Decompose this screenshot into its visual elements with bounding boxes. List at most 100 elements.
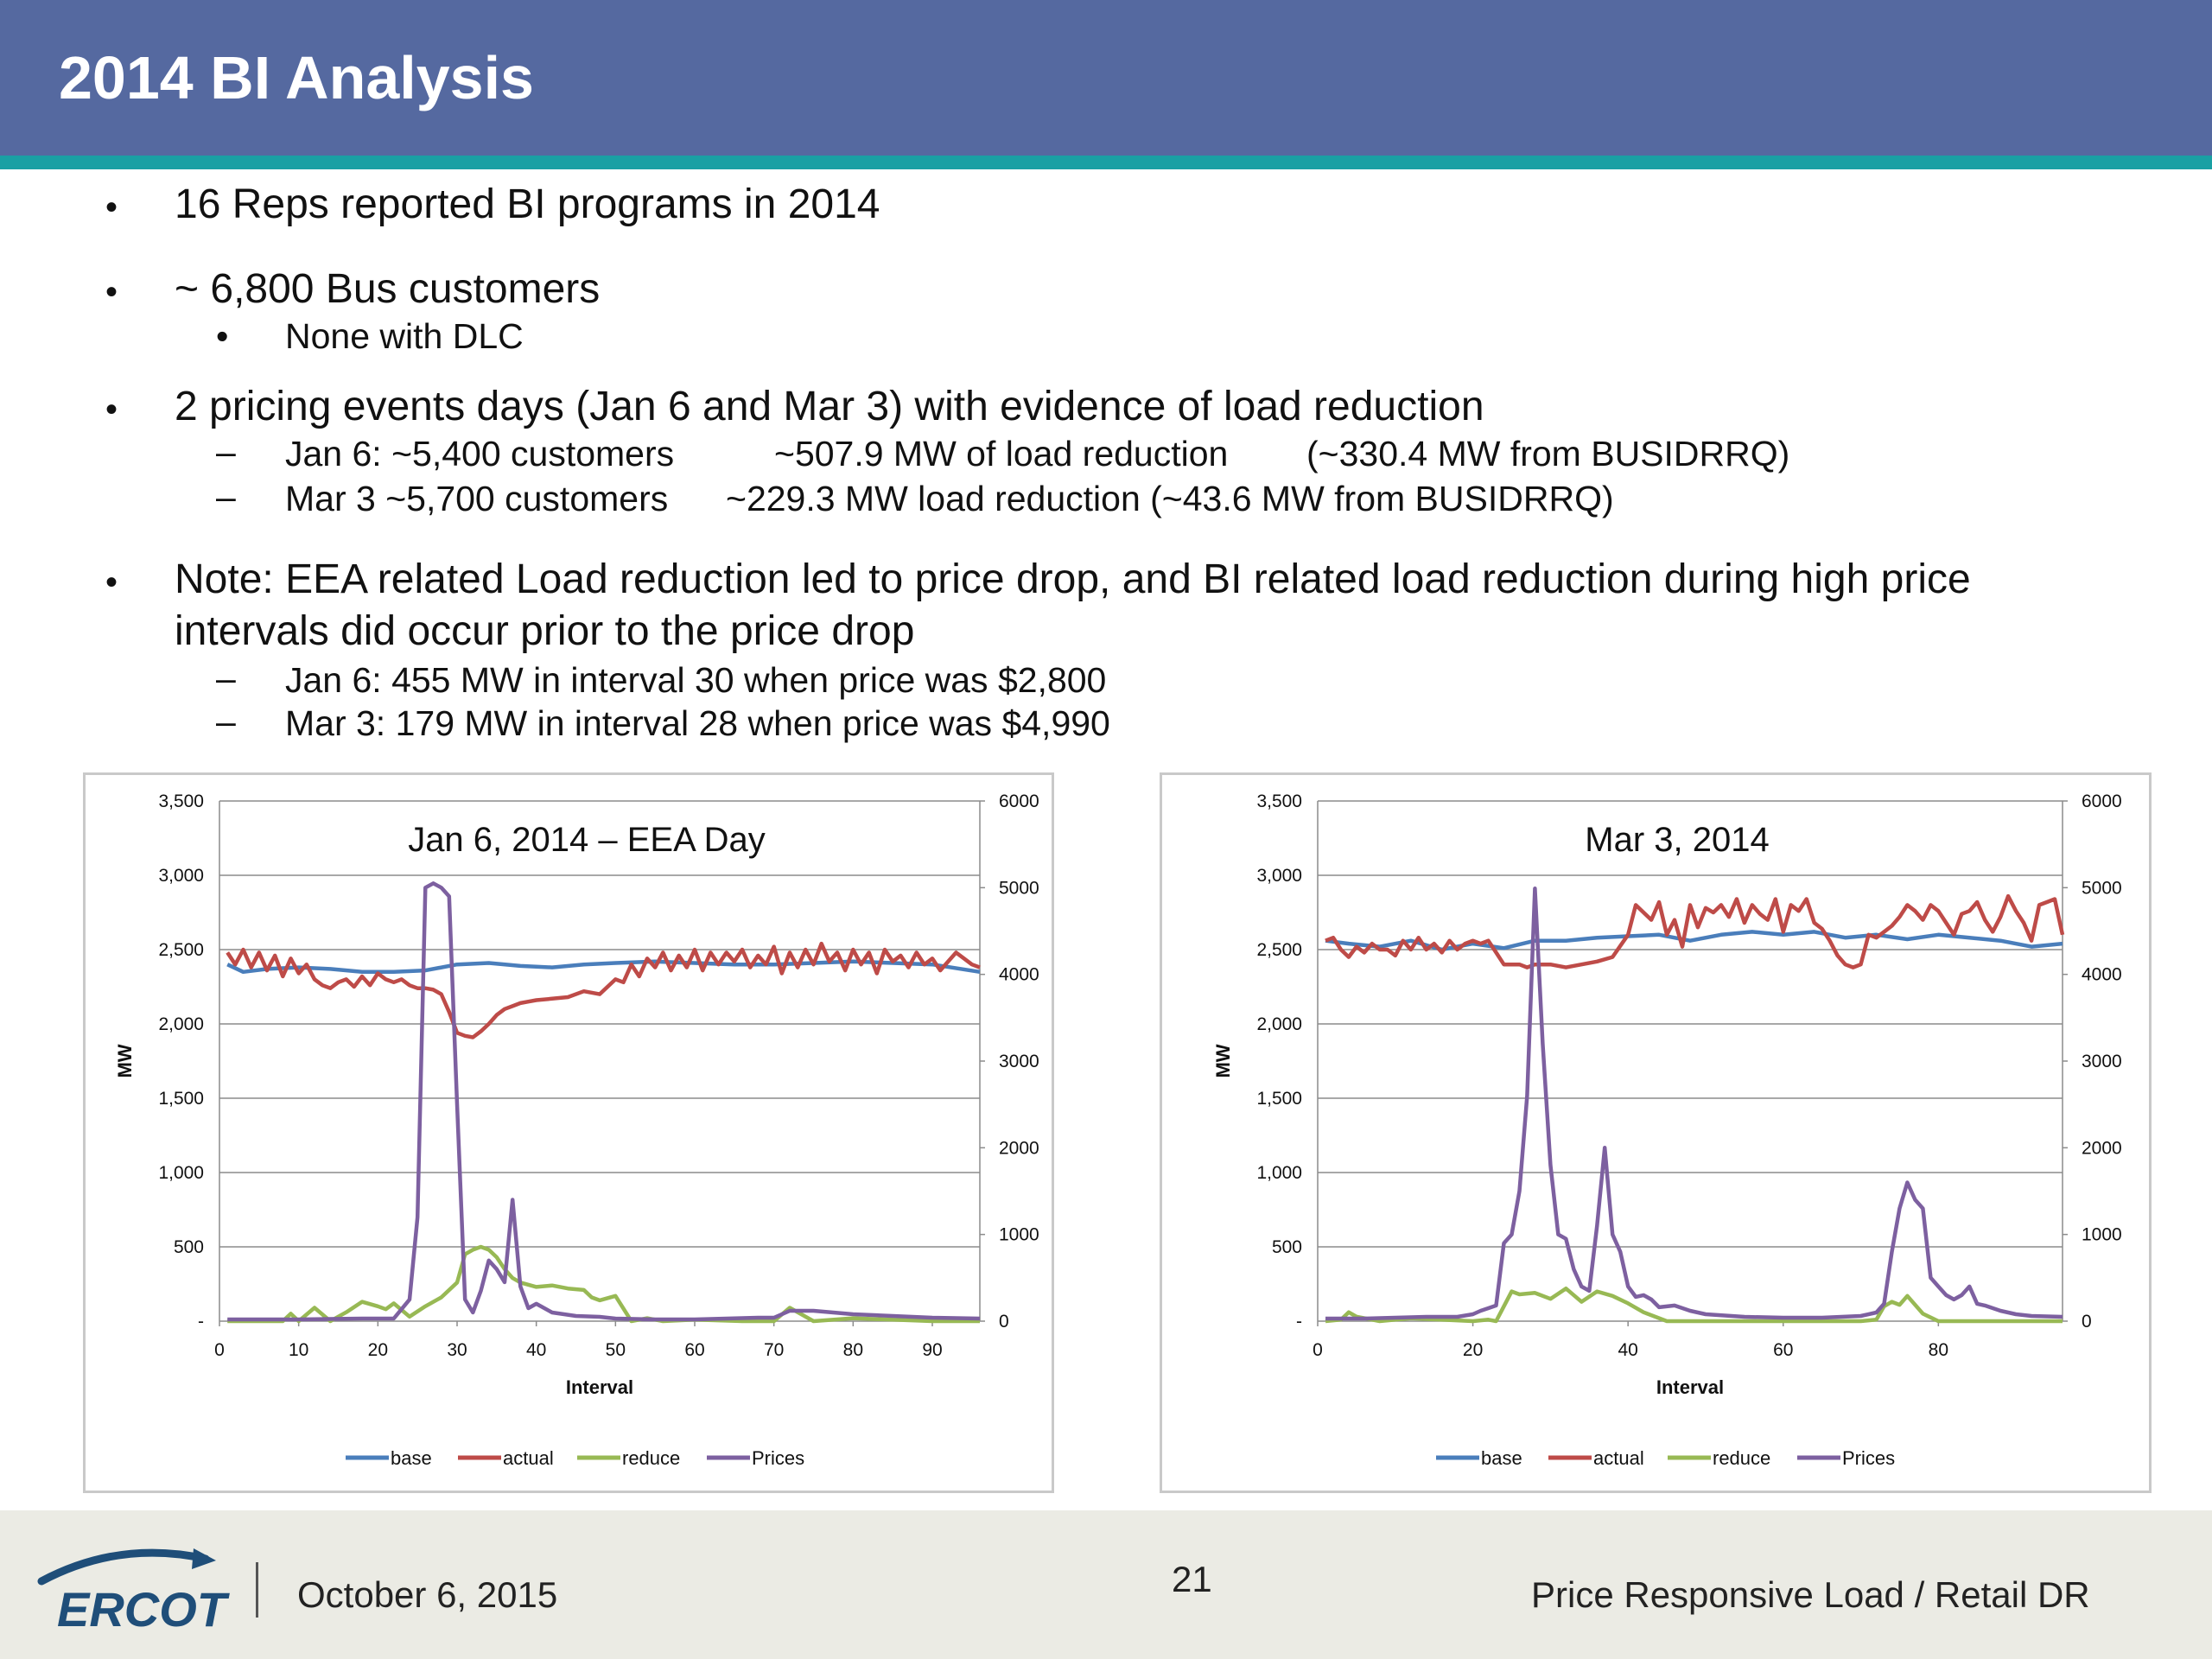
y-tick-label-left: - [198,1312,204,1332]
y-tick-label-left: 2,500 [1256,940,1302,960]
series-line-reduce [227,1244,980,1324]
series-line-base [226,959,981,975]
y-tick-label-right: 2000 [2082,1138,2122,1158]
x-tick-label: 50 [606,1340,626,1360]
bullet-note-line1: Note: EEA related Load reduction led to … [175,556,1971,602]
bullet-marker: • [105,391,118,429]
footer-date: October 6, 2015 [297,1574,558,1615]
y-tick-label-left: 3,000 [158,866,204,886]
y-tick-label-right: 0 [999,1312,1009,1332]
y-tick-label-left: 500 [1272,1237,1302,1257]
y-tick-label-right: 1000 [2082,1225,2122,1245]
x-axis-title: Interval [566,1376,633,1398]
bullet-marker: • [105,188,118,226]
sub-mar3-customers: Mar 3 ~5,700 customers [285,479,669,518]
page-number: 21 [1172,1559,1212,1599]
x-tick-label: 80 [843,1340,863,1360]
footer: ERCOT October 6, 2015 21 Price Responsiv… [0,1510,2212,1659]
legend-label-base: base [391,1447,432,1469]
sub-bullet-marker: • [216,316,229,356]
sub-jan6-busidrrq: (~330.4 MW from BUSIDRRQ) [1306,434,1790,474]
footer-topic: Price Responsive Load / Retail DR [1531,1574,2090,1615]
x-tick-label: 40 [1618,1340,1637,1360]
y-tick-label-right: 1000 [999,1225,1039,1245]
legend-label-reduce: reduce [622,1447,680,1469]
chart-jan6-svg: -5001,0001,5002,0002,5003,0003,500010002… [114,791,1039,1469]
y-tick-label-left: 500 [174,1237,204,1257]
chart-mar3: - 500 1,000 1,500 2,000 2,500 3,000 3,500 0 1000 2… [1160,772,2152,1493]
y-tick-label-left: 3,500 [158,791,204,811]
y-tick-label-left: 2,500 [158,940,204,960]
series-line-actual [226,941,981,1039]
sub-bullet-dlc: None with DLC [285,316,524,356]
y-tick-label-right: 6000 [2082,791,2122,811]
y-tick-label-left: 1,500 [1256,1089,1302,1109]
x-tick-label: 70 [764,1340,784,1360]
sub-jan6-customers: Jan 6: ~5,400 customers [285,434,675,474]
y-axis-title: MW [114,1044,136,1077]
legend-label-reduce: reduce [1713,1447,1770,1469]
footer-divider [256,1562,258,1618]
sub-jan6-reduction: ~507.9 MW of load reduction [774,434,1229,474]
chart-mar3-svg: - 500 1,000 1,500 2,000 2,500 3,000 3,500 0 1000 2… [1212,791,2122,1469]
dash-marker: – [216,432,236,472]
x-tick-label: 10 [289,1340,308,1360]
logo-text: ERCOT [57,1582,231,1637]
y-tick-label-left: 3,000 [1256,866,1302,886]
x-tick-label: 30 [447,1340,467,1360]
slide-title: 2014 BI Analysis [59,44,534,111]
x-tick-label: 90 [922,1340,942,1360]
x-tick-label: 60 [684,1340,704,1360]
x-tick-label: 60 [1773,1340,1793,1360]
dash-marker: – [216,702,236,741]
y-tick-label-right: 0 [2082,1312,2092,1332]
y-tick-label-right: 6000 [999,791,1039,811]
x-tick-label: 20 [368,1340,388,1360]
chart-jan6: -500 1,000 1,500 2,000 2,500 3,000 3,500 0 1000 2… [83,772,1054,1493]
sub-mar3-reduction: ~229.3 MW load reduction (~43.6 MW from … [726,479,1614,518]
series-line-prices [1325,887,2063,1321]
y-tick-label-left: 1,000 [158,1163,204,1183]
legend-label-actual: actual [503,1447,554,1469]
bullet-note-line2: intervals did occur prior to the price d… [175,608,915,654]
bullet-marker: • [105,273,118,311]
dash-marker: – [216,477,236,517]
y-tick-label-right: 5000 [2082,878,2122,898]
x-tick-label: 80 [1929,1340,1948,1360]
chart-title: Jan 6, 2014 – EEA Day [408,821,766,859]
y-tick-label-right: 4000 [999,965,1039,985]
bullet-reps: 16 Reps reported BI programs in 2014 [175,181,880,227]
y-tick-label-right: 2000 [999,1138,1039,1158]
chart-title: Mar 3, 2014 [1585,821,1769,859]
y-tick-label-left: 2,000 [158,1014,204,1034]
bullet-marker: • [105,563,118,601]
y-tick-label-left: 3,500 [1256,791,1302,811]
x-tick-label: 0 [1313,1340,1323,1360]
y-tick-label-right: 3000 [2082,1052,2122,1071]
y-tick-label-left: - [1296,1312,1302,1332]
y-tick-label-left: 1,000 [1256,1163,1302,1183]
y-tick-label-right: 4000 [2082,965,2122,985]
legend-label-prices: Prices [752,1447,804,1469]
ercot-logo: ERCOT [37,1548,231,1637]
y-tick-label-left: 2,000 [1256,1014,1302,1034]
title-bar [0,0,2212,156]
legend-label-actual: actual [1593,1447,1644,1469]
y-tick-label-left: 1,500 [158,1089,204,1109]
legend-label-prices: Prices [1842,1447,1895,1469]
dash-marker: – [216,658,236,698]
legend-label-base: base [1481,1447,1522,1469]
x-tick-label: 0 [214,1340,225,1360]
y-tick-label-right: 3000 [999,1052,1039,1071]
series-line-actual [1325,893,2065,969]
bullet-pricing-events: 2 pricing events days (Jan 6 and Mar 3) … [175,384,1484,429]
title-bar-stripe [0,156,2212,169]
y-tick-label-right: 5000 [999,878,1039,898]
sub-mar3-interval: Mar 3: 179 MW in interval 28 when price … [285,703,1110,743]
sub-jan6-interval: Jan 6: 455 MW in interval 30 when price … [285,660,1107,700]
series-line-prices [227,881,981,1322]
x-axis-title: Interval [1656,1376,1724,1398]
x-tick-label: 20 [1463,1340,1483,1360]
y-axis-title: MW [1212,1044,1234,1077]
bullet-customers: ~ 6,800 Bus customers [175,266,601,312]
